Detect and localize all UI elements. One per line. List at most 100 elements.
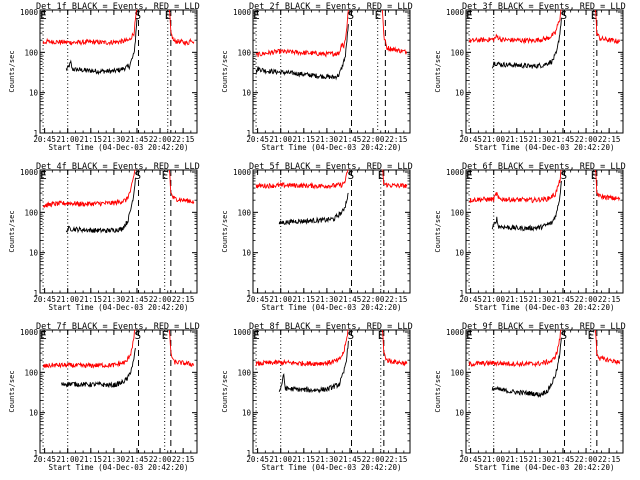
red-lld-series-after: [381, 329, 408, 367]
y-tick-label: 1000: [446, 8, 465, 17]
panel-title: Det 9f BLACK = Events, RED = LLD: [462, 322, 626, 332]
x-tick-label: 21:45: [339, 135, 362, 144]
x-tick-label: 21:30: [316, 295, 339, 304]
y-tick-label: 1000: [233, 328, 252, 337]
panel-title: Det 7f BLACK = Events, RED = LLD: [36, 322, 200, 332]
x-tick-label: 21:00: [56, 295, 79, 304]
x-tick-label: 21:00: [56, 135, 79, 144]
event-start-marker: S: [348, 9, 355, 22]
y-tick-label: 1: [33, 449, 38, 458]
y-tick-label: 100: [237, 48, 251, 57]
y-axis-label: Counts/sec: [434, 210, 442, 252]
x-tick-label: 21:45: [552, 135, 575, 144]
panel-title: Det 4f BLACK = Events, RED = LLD: [36, 162, 200, 172]
y-tick-label: 10: [29, 249, 39, 258]
event-end-marker: E: [375, 9, 382, 22]
x-tick-label: 21:15: [80, 135, 103, 144]
black-events-series: [61, 348, 136, 389]
x-axis-label: Start Time (04-Dec-03 20:42:20): [262, 303, 402, 312]
left-end-marker: E: [40, 9, 47, 22]
event-start-marker: S: [561, 329, 568, 342]
x-tick-label: 22:15: [385, 135, 408, 144]
x-tick-label: 22:15: [385, 295, 408, 304]
x-tick-label: 21:15: [80, 295, 103, 304]
event-start-marker: S: [135, 329, 142, 342]
plot-frame: [465, 169, 624, 294]
x-tick-label: 21:30: [103, 295, 126, 304]
y-tick-label: 1000: [233, 168, 252, 177]
event-end-marker: E: [588, 329, 595, 342]
x-tick-label: 21:30: [529, 455, 552, 464]
red-lld-series: [42, 9, 137, 46]
x-axis-label: Start Time (04-Dec-03 20:42:20): [475, 143, 615, 152]
event-end-marker: E: [591, 169, 598, 182]
x-tick-label: 21:30: [529, 135, 552, 144]
y-tick-label: 1000: [20, 8, 39, 17]
black-events-series: [491, 180, 562, 232]
x-tick-label: 21:00: [482, 455, 505, 464]
event-end-marker: E: [378, 169, 385, 182]
x-tick-label: 20:45: [246, 455, 269, 464]
panel-det-7: Det 7f BLACK = Events, RED = LLD Counts/s…: [8, 322, 200, 472]
x-tick-label: 21:15: [293, 135, 316, 144]
y-tick-label: 1: [33, 289, 38, 298]
x-tick-label: 20:45: [459, 455, 482, 464]
black-events-series: [255, 24, 349, 81]
x-tick-label: 22:00: [362, 135, 385, 144]
x-tick-label: 21:15: [293, 295, 316, 304]
x-tick-label: 22:00: [362, 455, 385, 464]
x-tick-label: 21:30: [316, 455, 339, 464]
y-tick-label: 100: [24, 208, 38, 217]
plot-frame: [39, 329, 198, 454]
x-tick-label: 21:45: [126, 135, 149, 144]
x-axis-label: Start Time (04-Dec-03 20:42:20): [49, 463, 189, 472]
panel-title: Det 6f BLACK = Events, RED = LLD: [462, 162, 626, 172]
x-tick-label: 21:30: [103, 135, 126, 144]
x-tick-label: 22:15: [172, 455, 195, 464]
y-tick-label: 100: [237, 208, 251, 217]
y-tick-label: 1: [459, 449, 464, 458]
y-tick-label: 10: [242, 89, 252, 98]
red-lld-series-after: [382, 169, 408, 189]
x-tick-label: 21:30: [316, 135, 339, 144]
y-tick-label: 1: [33, 129, 38, 138]
x-tick-label: 21:45: [126, 295, 149, 304]
panel-det-8: Det 8f BLACK = Events, RED = LLD Counts/s…: [221, 322, 413, 472]
x-tick-label: 22:15: [172, 295, 195, 304]
red-lld-series: [255, 169, 349, 190]
x-tick-label: 20:45: [459, 295, 482, 304]
x-axis-label: Start Time (04-Dec-03 20:42:20): [262, 143, 402, 152]
y-tick-label: 100: [450, 208, 464, 217]
black-events-series: [491, 18, 562, 70]
x-tick-label: 22:15: [385, 455, 408, 464]
x-tick-label: 21:00: [269, 455, 292, 464]
x-tick-label: 22:00: [149, 455, 172, 464]
x-tick-label: 21:00: [269, 135, 292, 144]
x-tick-label: 21:45: [552, 295, 575, 304]
x-tick-label: 21:30: [103, 455, 126, 464]
y-axis-label: Counts/sec: [221, 50, 229, 92]
y-tick-label: 1: [459, 129, 464, 138]
x-tick-label: 21:15: [506, 455, 529, 464]
x-tick-label: 20:45: [246, 135, 269, 144]
x-tick-label: 20:45: [33, 455, 56, 464]
event-start-marker: S: [561, 169, 568, 182]
x-tick-label: 22:00: [575, 135, 598, 144]
red-lld-series: [468, 329, 562, 368]
y-tick-label: 1: [459, 289, 464, 298]
x-tick-label: 22:00: [149, 295, 172, 304]
y-tick-label: 10: [455, 249, 465, 258]
panel-title: Det 8f BLACK = Events, RED = LLD: [249, 322, 413, 332]
y-axis-label: Counts/sec: [8, 50, 16, 92]
y-tick-label: 10: [29, 409, 39, 418]
x-tick-label: 21:15: [293, 455, 316, 464]
x-tick-label: 21:45: [339, 455, 362, 464]
red-lld-series-after: [594, 9, 621, 45]
event-end-marker: E: [165, 9, 172, 22]
x-tick-label: 21:45: [339, 295, 362, 304]
x-axis-label: Start Time (04-Dec-03 20:42:20): [262, 463, 402, 472]
y-tick-label: 1000: [446, 328, 465, 337]
x-tick-label: 21:00: [482, 295, 505, 304]
x-tick-label: 21:00: [56, 455, 79, 464]
